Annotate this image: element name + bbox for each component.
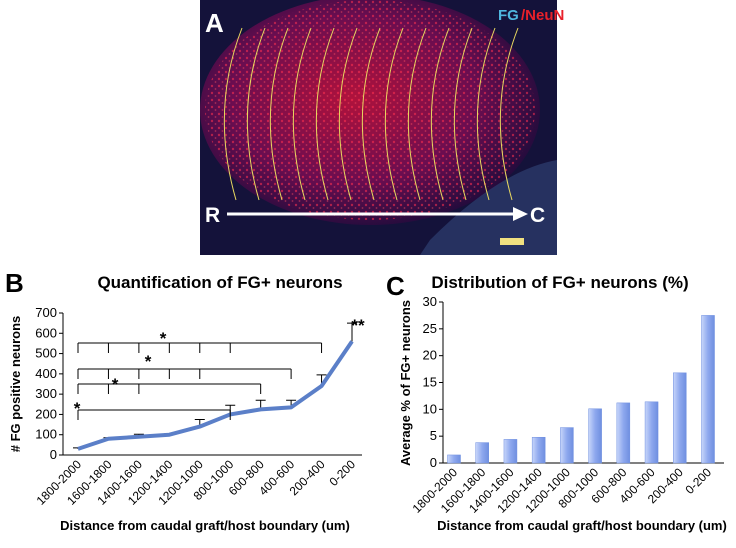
significance-star: *	[160, 329, 167, 348]
y-axis-title: Average % of FG+ neurons	[398, 300, 413, 466]
y-tick-label: 100	[35, 427, 57, 442]
chart-b: B Quantification of FG+ neurons # FG posit…	[5, 268, 365, 533]
y-tick-label: 0	[50, 447, 57, 462]
y-tick-label: 30	[423, 294, 437, 309]
y-tick-label: 500	[35, 346, 57, 361]
bar	[531, 436, 546, 464]
y-tick-label: 300	[35, 386, 57, 401]
panel-label: A	[205, 8, 224, 38]
boundary-curve	[453, 27, 473, 201]
boundary-curve	[338, 27, 358, 201]
boundary-curve	[476, 27, 496, 201]
x-tick-label: 0-200	[327, 457, 359, 489]
data-line	[77, 340, 354, 451]
chart-title: Quantification of FG+ neurons	[97, 273, 342, 292]
boundary-curve	[315, 27, 335, 201]
boundary-curve	[407, 27, 427, 201]
boundary-curve	[384, 27, 404, 201]
y-tick-label: 700	[35, 305, 57, 320]
significance-star: *	[74, 399, 81, 418]
x-axis-title: Distance from caudal graft/host boundary…	[60, 518, 350, 533]
y-tick-label: 25	[423, 321, 437, 336]
y-axis-title: # FG positive neurons	[8, 316, 23, 453]
boundary-curve	[361, 27, 381, 201]
boundary-curve	[430, 27, 450, 201]
x-axis-title: Distance from caudal graft/host boundary…	[437, 518, 727, 533]
bar	[503, 439, 518, 464]
x-tick-label: 0-200	[683, 465, 715, 497]
bar	[644, 401, 659, 464]
y-tick-label: 15	[423, 375, 437, 390]
stain-label: FG	[498, 7, 519, 24]
chart-title: Distribution of FG+ neurons (%)	[431, 273, 688, 292]
y-tick-label: 5	[430, 428, 437, 443]
bar	[673, 372, 687, 464]
significance-bracket	[77, 409, 231, 420]
direction-label: R	[205, 204, 220, 227]
boundary-curve	[246, 27, 266, 201]
y-tick-label: 0	[430, 455, 437, 470]
significance-bracket	[77, 383, 262, 394]
bar	[701, 315, 715, 464]
boundary-curve	[292, 27, 312, 201]
bar	[475, 442, 489, 464]
bar	[616, 402, 631, 464]
significance-star: *	[112, 375, 119, 394]
significance-bracket	[77, 342, 323, 353]
panel-label: C	[386, 271, 405, 301]
stain-label: /NeuN	[521, 7, 564, 24]
panel-label: B	[5, 268, 24, 298]
boundary-curve	[223, 27, 243, 201]
y-tick-label: 600	[35, 325, 57, 340]
y-tick-label: 10	[423, 401, 437, 416]
y-tick-label: 200	[35, 406, 57, 421]
error-bar	[347, 322, 357, 342]
bar	[560, 427, 574, 464]
chart-c: C Distribution of FG+ neurons (%) Average …	[386, 271, 727, 533]
boundary-curve	[269, 27, 289, 201]
y-tick-label: 20	[423, 348, 437, 363]
significance-bracket	[77, 368, 292, 379]
boundary-curve	[499, 27, 519, 201]
significance-star: **	[351, 316, 365, 335]
micrograph: A FG /NeuN R C	[200, 0, 564, 255]
y-tick-label: 400	[35, 366, 57, 381]
bar	[447, 454, 461, 464]
direction-label: C	[530, 204, 545, 227]
significance-star: *	[145, 352, 152, 371]
bar	[588, 408, 602, 464]
